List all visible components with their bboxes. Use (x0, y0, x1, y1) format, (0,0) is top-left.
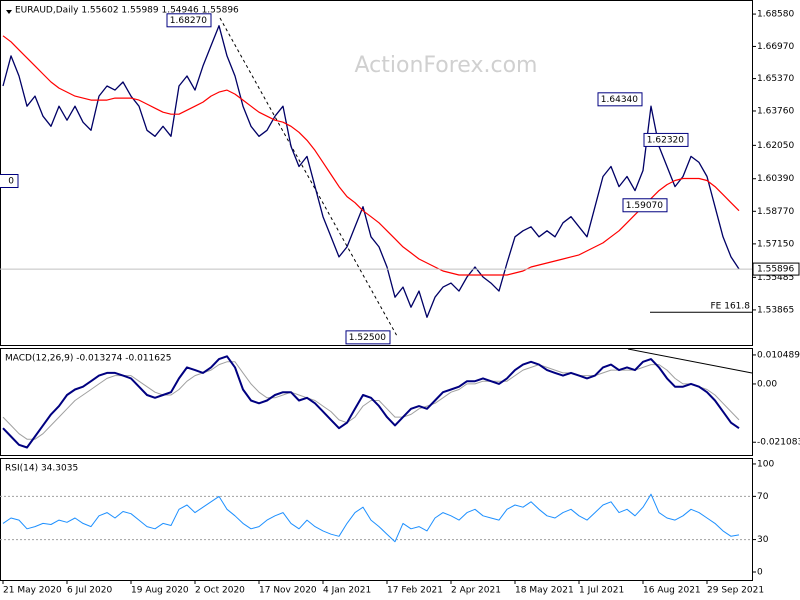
x-tick-label: 17 Nov 2020 (259, 586, 317, 596)
trendline (627, 348, 753, 374)
panel-title: RSI(14) 34.3035 (5, 464, 78, 474)
menu-arrow (6, 10, 12, 14)
x-tick-label: 18 May 2021 (515, 586, 574, 596)
x-tick-label: 6 Jul 2020 (67, 586, 112, 596)
y-tick-label: 70 (757, 492, 769, 502)
x-tick-label: 2 Apr 2021 (451, 586, 501, 596)
annotation-label: 1.64340 (601, 95, 638, 105)
series-line (2, 35, 740, 276)
watermark: ActionForex.com (355, 53, 538, 78)
annotation-box (0, 174, 19, 188)
annotation-box (597, 92, 643, 107)
y-tick-label: -0.021083 (757, 438, 800, 448)
annotation-label: 0 (8, 177, 14, 187)
panel-title: EURAUD,Daily 1.55602 1.55989 1.54946 1.5… (15, 6, 239, 16)
annotation-box (622, 198, 668, 213)
y-tick-label: 30 (757, 535, 769, 545)
annotation-box (643, 132, 689, 147)
series-line (2, 25, 740, 318)
y-tick-label: 100 (757, 459, 774, 469)
last-price-box (752, 262, 800, 276)
trendline (219, 17, 398, 337)
y-tick-label: 1.58770 (757, 207, 794, 217)
y-tick-label: 1.62050 (757, 141, 794, 151)
annotation-label: 1.62320 (647, 135, 684, 145)
annotation-box (166, 13, 212, 28)
panel-frame (0, 458, 753, 581)
y-tick-label: 1.53865 (757, 305, 794, 315)
y-tick-label: 1.68580 (757, 10, 794, 20)
annotation-label: 1.52500 (349, 333, 386, 343)
y-tick-label: 1.55485 (757, 273, 794, 283)
series-line (2, 493, 740, 543)
y-tick-label: 1.63760 (757, 106, 794, 116)
annotation-label: 1.59070 (626, 201, 663, 211)
panel-frame (0, 0, 753, 346)
x-tick-label: 29 Sep 2021 (707, 586, 764, 596)
fe-label: FE 161.8 (711, 302, 751, 312)
x-tick-label: 19 Aug 2020 (131, 586, 189, 596)
panel-frame (0, 348, 753, 456)
x-tick-label: 2 Oct 2020 (195, 586, 245, 596)
annotation-box (345, 330, 391, 345)
y-tick-label: 1.60390 (757, 174, 794, 184)
y-tick-label: 1.57150 (757, 239, 794, 249)
y-tick-label: 0.010489 (757, 350, 800, 360)
last-price-label: 1.55896 (757, 265, 794, 275)
y-tick-label: 1.65370 (757, 74, 794, 84)
y-tick-label: 1.66970 (757, 42, 794, 52)
annotation-label: 1.68270 (170, 16, 207, 26)
x-tick-label: 4 Jan 2021 (323, 586, 371, 596)
y-tick-label: 0.00 (757, 379, 777, 389)
y-tick-label: 0 (757, 568, 763, 578)
x-tick-label: 1 Jul 2021 (579, 586, 624, 596)
x-tick-label: 16 Aug 2021 (643, 586, 701, 596)
panel-title: MACD(12,26,9) -0.013274 -0.011625 (5, 354, 171, 364)
x-tick-label: 17 Feb 2021 (387, 586, 443, 596)
x-tick-label: 21 May 2020 (3, 586, 62, 596)
series-line (2, 355, 740, 449)
